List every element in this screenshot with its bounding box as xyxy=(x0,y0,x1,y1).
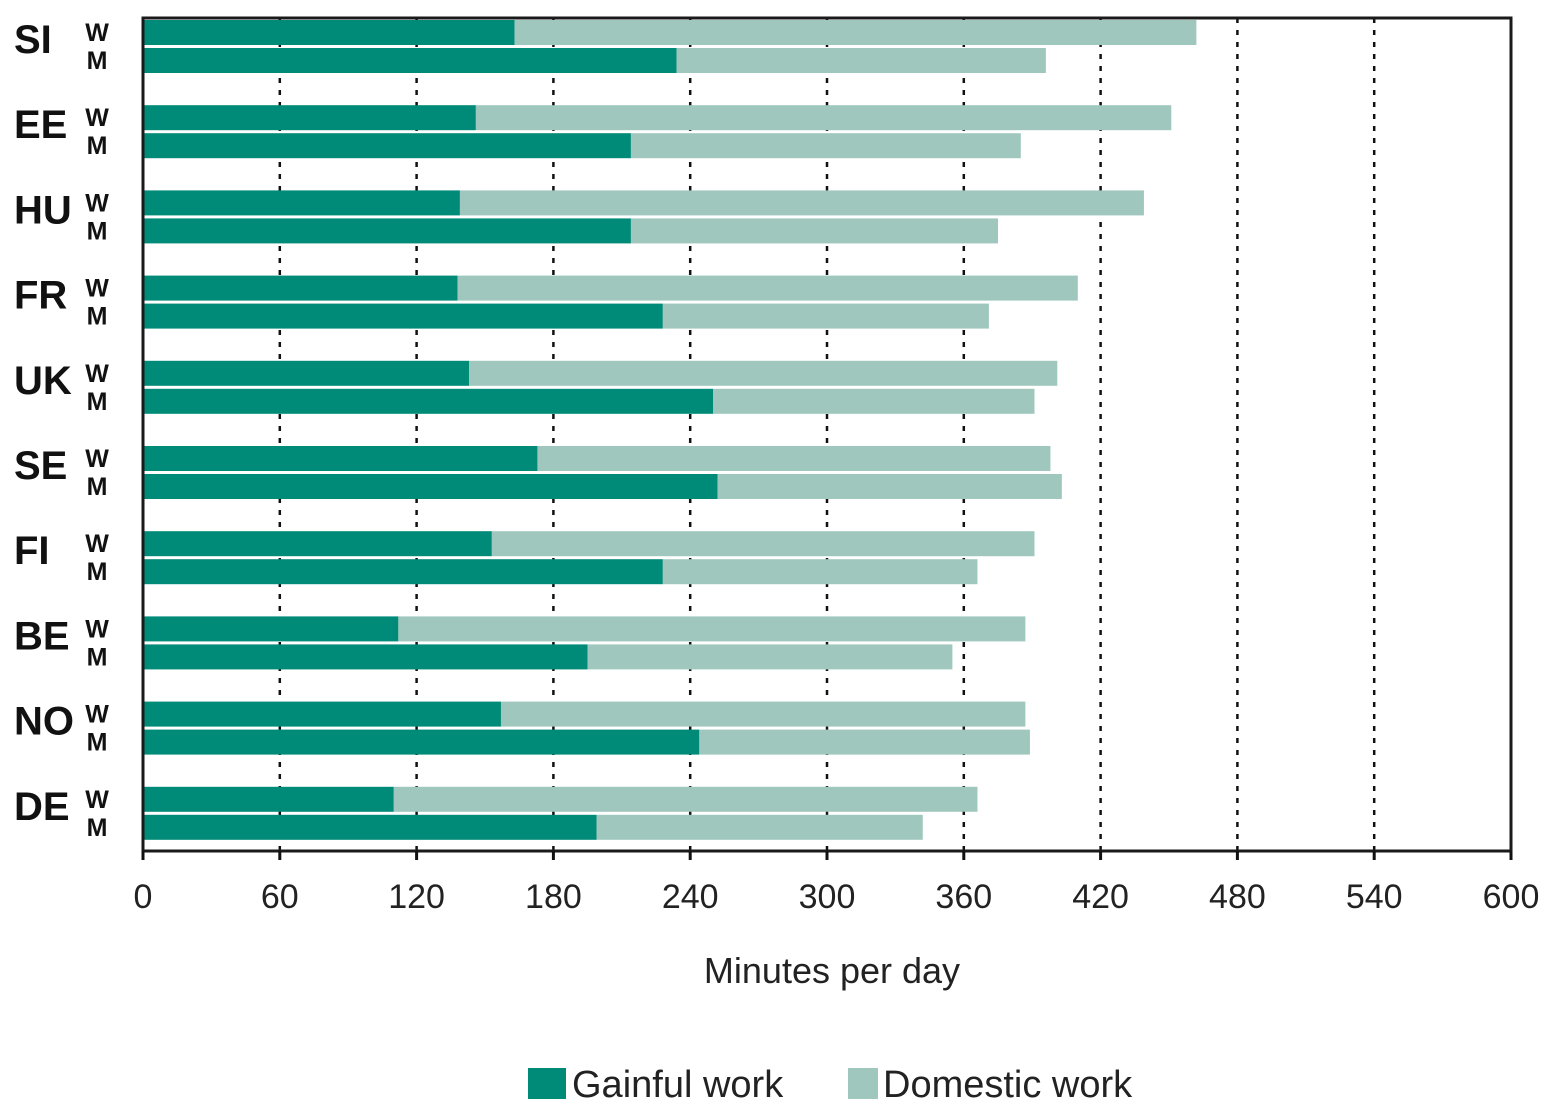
bar-domestic xyxy=(491,531,1035,557)
bar-domestic xyxy=(630,133,1021,159)
bar-domestic xyxy=(717,474,1062,499)
group-label: M xyxy=(87,558,108,586)
group-label: M xyxy=(87,132,108,160)
bar-gainful xyxy=(143,190,460,216)
bar-domestic xyxy=(713,388,1035,414)
x-tick-label: 540 xyxy=(1346,878,1403,916)
country-label: EE xyxy=(14,103,67,147)
bar-domestic xyxy=(587,644,953,670)
bar-gainful xyxy=(143,616,399,642)
bars xyxy=(143,20,1197,840)
group-label: W xyxy=(85,530,109,558)
bar-domestic xyxy=(514,20,1197,45)
bar-gainful xyxy=(143,218,631,244)
bar-domestic xyxy=(475,105,1172,131)
x-tick-label: 60 xyxy=(261,878,299,916)
x-tick-label: 180 xyxy=(525,878,582,916)
group-label: M xyxy=(87,729,108,757)
bar-gainful xyxy=(143,133,631,159)
bar-domestic xyxy=(662,303,989,329)
bar-gainful xyxy=(143,303,663,329)
bar-domestic xyxy=(469,360,1058,386)
bar-gainful xyxy=(143,644,588,670)
group-label: M xyxy=(87,814,108,842)
x-axis-title: Minutes per day xyxy=(704,950,960,991)
bar-gainful xyxy=(143,446,538,471)
bar-domestic xyxy=(500,701,1026,727)
country-label: NO xyxy=(14,700,74,744)
country-label: SE xyxy=(14,444,67,488)
bar-domestic xyxy=(398,616,1026,642)
x-tick-label: 240 xyxy=(662,878,719,916)
bar-domestic xyxy=(699,729,1030,755)
bar-domestic xyxy=(537,446,1051,471)
country-label: UK xyxy=(14,359,72,403)
group-label: M xyxy=(87,217,108,245)
bar-domestic xyxy=(662,559,978,585)
x-tick-label: 300 xyxy=(799,878,856,916)
group-label: W xyxy=(85,189,109,217)
group-label: W xyxy=(85,786,109,814)
group-label: M xyxy=(87,643,108,671)
x-tick-label: 480 xyxy=(1209,878,1266,916)
group-label: W xyxy=(85,104,109,132)
legend: Gainful work Domestic work xyxy=(528,1064,1133,1101)
bar-domestic xyxy=(596,814,923,840)
bar-gainful xyxy=(143,388,713,414)
bar-gainful xyxy=(143,814,597,840)
group-label: W xyxy=(85,615,109,643)
legend-label-gainful: Gainful work xyxy=(572,1064,784,1101)
group-label: W xyxy=(85,445,109,473)
bar-gainful xyxy=(143,360,470,386)
country-label: SI xyxy=(14,18,52,62)
group-label: W xyxy=(85,360,109,388)
group-label: M xyxy=(87,473,108,501)
group-label: W xyxy=(85,19,109,47)
bar-gainful xyxy=(143,105,476,131)
bar-domestic xyxy=(457,275,1078,301)
country-label: BE xyxy=(14,614,70,658)
group-label: W xyxy=(85,275,109,303)
x-axis-ticks: 0 60 120 180 240 300 360 420 480 540 600 xyxy=(134,851,1540,916)
legend-swatch-domestic xyxy=(848,1068,878,1099)
legend-swatch-gainful xyxy=(528,1068,566,1099)
bar-domestic xyxy=(459,190,1144,216)
bar-gainful xyxy=(143,559,663,585)
bar-gainful xyxy=(143,531,492,557)
bar-gainful xyxy=(143,474,718,499)
x-tick-label: 600 xyxy=(1483,878,1540,916)
group-label: W xyxy=(85,701,109,729)
country-label: FI xyxy=(14,529,50,573)
bar-domestic xyxy=(676,48,1046,73)
bar-gainful xyxy=(143,729,700,755)
x-tick-label: 360 xyxy=(935,878,992,916)
x-tick-label: 120 xyxy=(388,878,445,916)
group-label: M xyxy=(87,388,108,416)
group-label: M xyxy=(87,303,108,331)
legend-label-domestic: Domestic work xyxy=(883,1064,1133,1101)
bar-gainful xyxy=(143,701,501,727)
country-label: FR xyxy=(14,274,67,318)
bar-gainful xyxy=(143,20,515,45)
bar-domestic xyxy=(393,786,978,812)
x-tick-label: 420 xyxy=(1072,878,1129,916)
bar-gainful xyxy=(143,48,677,73)
x-tick-label: 0 xyxy=(134,878,153,916)
country-label: DE xyxy=(14,785,70,829)
bar-gainful xyxy=(143,275,458,301)
country-label: HU xyxy=(14,188,72,232)
bar-domestic xyxy=(630,218,998,244)
bar-gainful xyxy=(143,786,394,812)
group-label: M xyxy=(87,47,108,75)
